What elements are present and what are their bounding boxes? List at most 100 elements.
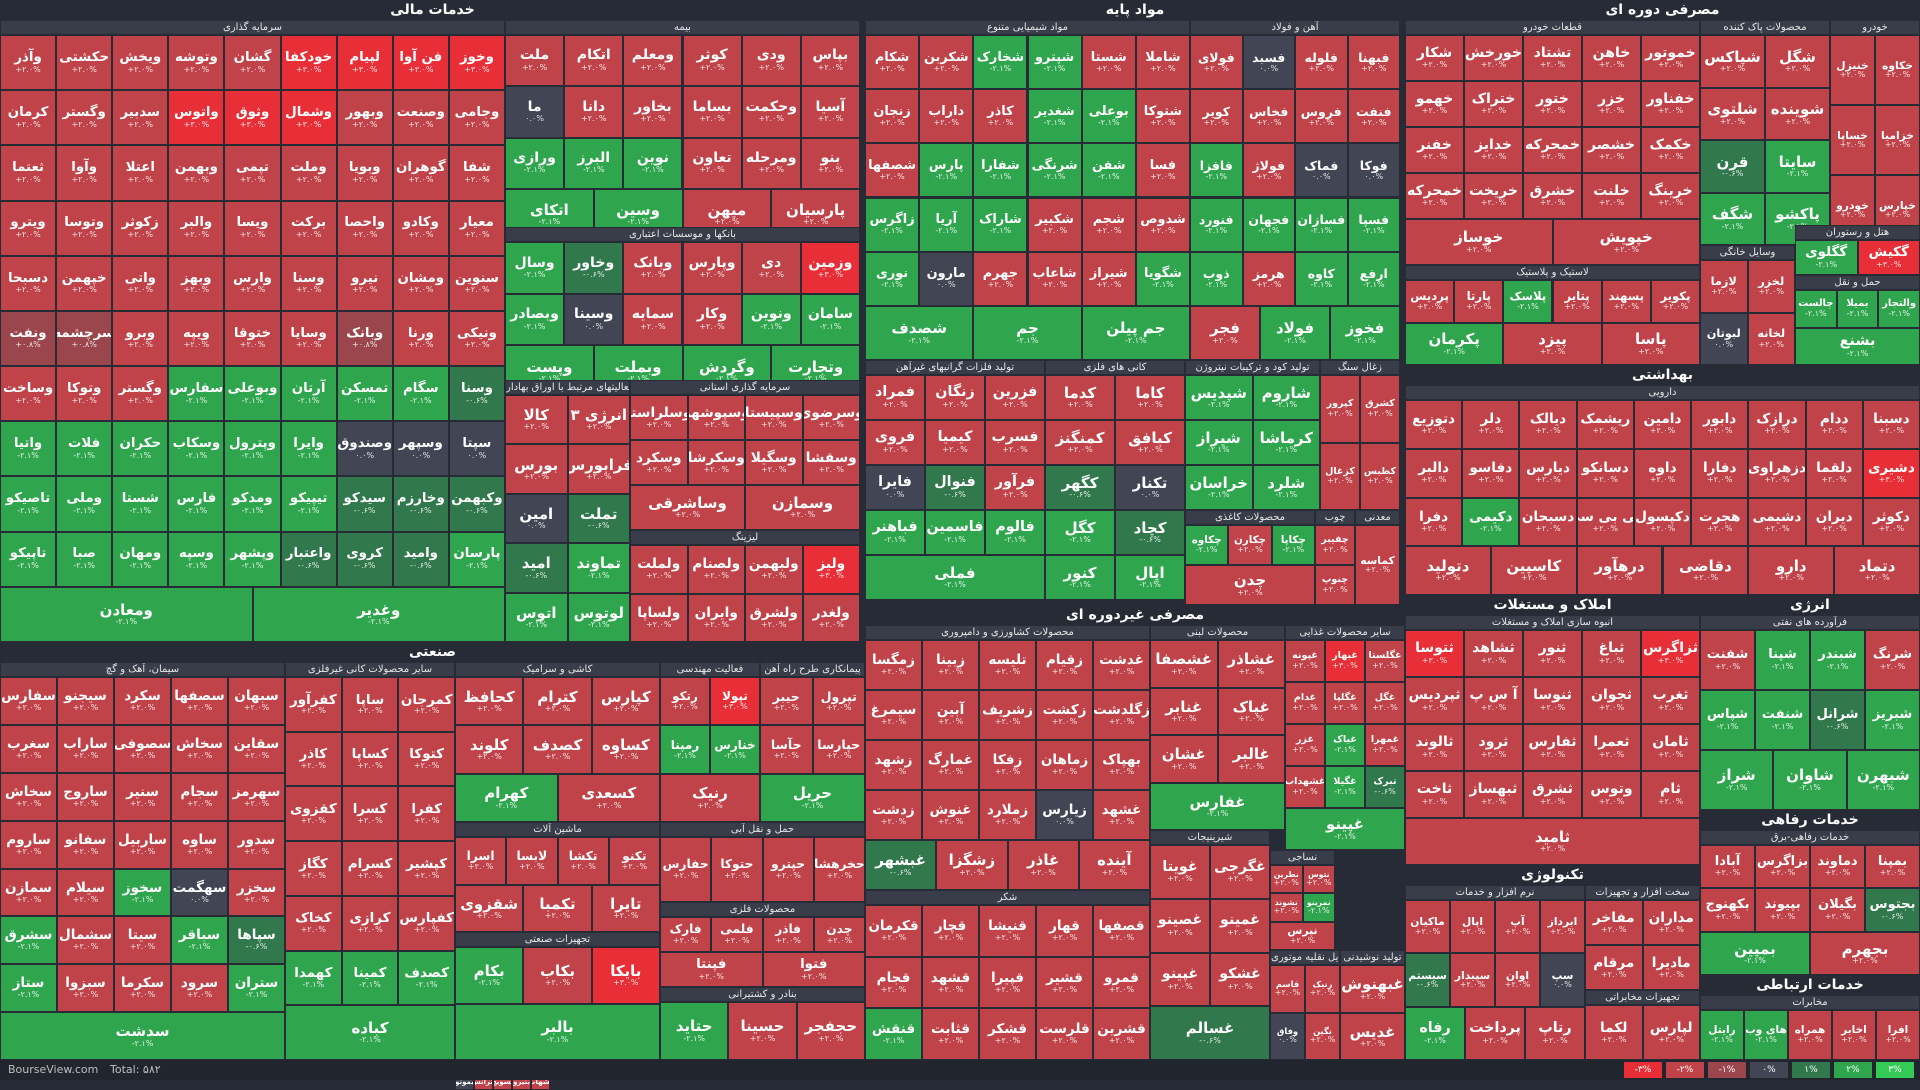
stock-cell[interactable]: پردیس+۲.۰% bbox=[1405, 280, 1454, 323]
stock-cell[interactable]: خمحرکه+۲.۰% bbox=[1405, 173, 1464, 219]
stock-cell[interactable]: غفارس-۲.۱% bbox=[1150, 783, 1285, 831]
stock-cell[interactable]: پکرمان-۲.۱% bbox=[1405, 323, 1503, 366]
stock-cell[interactable]: کدما+۲.۰% bbox=[1045, 375, 1115, 420]
stock-cell[interactable]: داوه+۲.۰% bbox=[1634, 449, 1691, 498]
stock-cell[interactable]: قهار+۲.۰% bbox=[1036, 905, 1093, 957]
stock-cell[interactable]: وتوشه+۲.۰% bbox=[168, 35, 224, 90]
stock-cell[interactable]: زبینا+۲.۰% bbox=[922, 640, 979, 690]
stock-cell[interactable]: فولاد-۲.۱% bbox=[1260, 306, 1330, 360]
stock-cell[interactable]: زشگزا+۲.۰% bbox=[936, 840, 1007, 890]
stock-cell[interactable]: قثابت+۲.۰% bbox=[922, 1008, 979, 1060]
stock-cell[interactable]: حسینا+۲.۰% bbox=[728, 1002, 796, 1060]
stock-cell[interactable]: پارتا+۲.۰% bbox=[1454, 280, 1503, 323]
stock-cell[interactable]: غدام+۲.۰% bbox=[1285, 682, 1325, 724]
stock-cell[interactable]: هرمز+۲.۰% bbox=[1243, 252, 1296, 306]
stock-cell[interactable]: خزامیا+۲.۰% bbox=[1875, 105, 1920, 175]
stock-cell[interactable]: کمرجان+۲.۰% bbox=[398, 677, 455, 732]
stock-cell[interactable]: ساروج+۲.۰% bbox=[57, 773, 114, 821]
stock-cell[interactable]: تملت-۰.۶% bbox=[568, 494, 631, 543]
stock-cell[interactable]: نوین-۲.۱% bbox=[623, 138, 682, 189]
stock-cell[interactable]: واتی+۲.۰% bbox=[112, 256, 168, 311]
stock-cell[interactable]: خهمو+۲.۰% bbox=[1405, 81, 1464, 127]
stock-cell[interactable]: تپولا+۳.۰% bbox=[710, 677, 760, 725]
stock-cell[interactable]: وسنا-۰.۶% bbox=[449, 366, 505, 421]
stock-cell[interactable]: سرود+۲.۰% bbox=[171, 964, 228, 1012]
stock-cell[interactable]: کقزوی+۲.۰% bbox=[285, 786, 342, 841]
stock-cell[interactable]: نیرو+۲.۰% bbox=[337, 256, 393, 311]
stock-cell[interactable]: بکاب+۲.۰% bbox=[523, 947, 591, 1004]
stock-cell[interactable]: لازما+۲.۰% bbox=[1700, 260, 1748, 313]
stock-cell[interactable]: قجام+۲.۰% bbox=[865, 957, 922, 1009]
stock-cell[interactable]: دکپسول+۲.۰% bbox=[1634, 498, 1691, 547]
stock-cell[interactable]: تاصیکو-۲.۱% bbox=[0, 476, 56, 531]
stock-cell[interactable]: وبهور+۲.۰% bbox=[337, 90, 393, 145]
stock-cell[interactable]: جم-۲.۱% bbox=[973, 306, 1081, 360]
stock-cell[interactable]: پاسا+۲.۰% bbox=[1602, 323, 1700, 366]
stock-cell[interactable]: سدبیر+۲.۰% bbox=[112, 90, 168, 145]
stock-cell[interactable]: فخوز-۲.۱% bbox=[1330, 306, 1400, 360]
stock-cell[interactable]: تکمبا+۲.۰% bbox=[523, 885, 591, 933]
stock-cell[interactable]: خریخت+۲.۰% bbox=[1464, 173, 1523, 219]
stock-cell[interactable]: ثتوسا+۳.۰% bbox=[1405, 630, 1464, 677]
stock-cell[interactable]: غبشهر-۰.۶% bbox=[865, 840, 936, 890]
stock-cell[interactable]: بمپنا+۲.۰% bbox=[1865, 845, 1920, 888]
stock-cell[interactable]: دتوزیع+۲.۰% bbox=[1405, 400, 1462, 449]
stock-cell[interactable]: خپویش+۲.۰% bbox=[1553, 219, 1701, 265]
stock-cell[interactable]: فن آوا+۳.۰% bbox=[393, 35, 449, 90]
stock-cell[interactable]: بکهنوج+۲.۰% bbox=[1700, 888, 1755, 931]
stock-cell[interactable]: غشهداب+۲.۰% bbox=[1285, 766, 1325, 808]
stock-cell[interactable]: تپمی+۲.۰% bbox=[224, 145, 280, 200]
stock-cell[interactable]: شیراز-۲.۱% bbox=[1185, 420, 1253, 465]
stock-cell[interactable]: فسپا-۲.۱% bbox=[1348, 198, 1401, 252]
stock-cell[interactable]: رتاپ+۲.۰% bbox=[1525, 1007, 1585, 1060]
stock-cell[interactable]: فولای+۲.۰% bbox=[1190, 35, 1243, 89]
stock-cell[interactable]: کباده-۲.۱% bbox=[285, 1005, 455, 1060]
stock-cell[interactable]: وگستر+۲.۰% bbox=[112, 366, 168, 421]
stock-cell[interactable]: وامید-۰.۶% bbox=[393, 532, 449, 587]
stock-cell[interactable]: شصفها+۲.۰% bbox=[865, 143, 919, 197]
stock-cell[interactable]: رمپنا-۲.۱% bbox=[660, 725, 710, 773]
stock-cell[interactable]: شبریز-۲.۱% bbox=[1865, 690, 1920, 750]
stock-cell[interactable]: شاراک-۲.۱% bbox=[973, 198, 1027, 252]
stock-cell[interactable]: ویسا+۲.۰% bbox=[224, 201, 280, 256]
stock-cell[interactable]: خنارس-۲.۱% bbox=[710, 725, 760, 773]
stock-cell[interactable]: وثوق+۳.۰% bbox=[224, 90, 280, 145]
stock-cell[interactable]: سنوین+۲.۰% bbox=[449, 256, 505, 311]
stock-cell[interactable]: فبهنا+۲.۰% bbox=[1348, 35, 1401, 89]
stock-cell[interactable]: بزاگرس+۲.۰% bbox=[1755, 845, 1810, 888]
stock-cell[interactable]: غالبر+۲.۰% bbox=[1218, 735, 1286, 783]
stock-cell[interactable]: سدور+۲.۰% bbox=[228, 821, 285, 869]
stock-cell[interactable]: خودکفا+۳.۰% bbox=[281, 35, 337, 90]
stock-cell[interactable]: کرمان+۲.۰% bbox=[0, 90, 56, 145]
stock-cell[interactable]: دیالک+۲.۰% bbox=[1519, 400, 1576, 449]
stock-cell[interactable]: درازک+۲.۰% bbox=[1748, 400, 1805, 449]
stock-cell[interactable]: کویر+۲.۰% bbox=[1190, 89, 1243, 143]
stock-cell[interactable]: نشوند+۲.۰% bbox=[1270, 893, 1303, 921]
stock-cell[interactable]: تمسکن-۲.۱% bbox=[337, 366, 393, 421]
stock-cell[interactable]: کگل-۲.۱% bbox=[1045, 510, 1115, 555]
stock-cell[interactable]: بجهرم+۲.۰% bbox=[1810, 932, 1920, 975]
stock-cell[interactable]: قلرست+۲.۰% bbox=[1036, 1008, 1093, 1060]
stock-cell[interactable]: فارک+۲.۰% bbox=[660, 917, 711, 952]
stock-cell[interactable]: حتاید-۲.۱% bbox=[660, 1002, 728, 1060]
stock-cell[interactable]: سهرمز+۲.۰% bbox=[228, 773, 285, 821]
stock-cell[interactable]: کگهر-۰.۶% bbox=[1045, 465, 1115, 510]
stock-cell[interactable]: تلیسه+۲.۰% bbox=[979, 640, 1036, 690]
stock-cell[interactable]: سقاین+۲.۰% bbox=[228, 725, 285, 773]
stock-cell[interactable]: دامین+۲.۰% bbox=[1634, 400, 1691, 449]
stock-cell[interactable]: وسگیلا+۲.۰% bbox=[745, 440, 803, 485]
stock-cell[interactable]: بشنع-۲.۱% bbox=[1795, 328, 1920, 366]
stock-cell[interactable]: خشصر+۲.۰% bbox=[1582, 127, 1641, 173]
stock-cell[interactable]: سبزوا+۲.۰% bbox=[57, 964, 114, 1012]
stock-cell[interactable]: ثفارس+۲.۰% bbox=[1523, 724, 1582, 771]
stock-cell[interactable]: شراز-۲.۱% bbox=[1700, 750, 1773, 810]
stock-cell[interactable]: شاوان-۲.۱% bbox=[1773, 750, 1846, 810]
stock-cell[interactable]: گوهران+۲.۰% bbox=[393, 145, 449, 200]
stock-cell[interactable]: غمهرا+۲.۰% bbox=[1365, 724, 1405, 766]
stock-cell[interactable]: ساوه+۲.۰% bbox=[171, 821, 228, 869]
stock-cell[interactable]: واتیا-۲.۱% bbox=[0, 421, 56, 476]
stock-cell[interactable]: چفیبر+۲.۰% bbox=[1315, 525, 1355, 565]
stock-cell[interactable]: شپاس-۲.۱% bbox=[1700, 690, 1755, 750]
